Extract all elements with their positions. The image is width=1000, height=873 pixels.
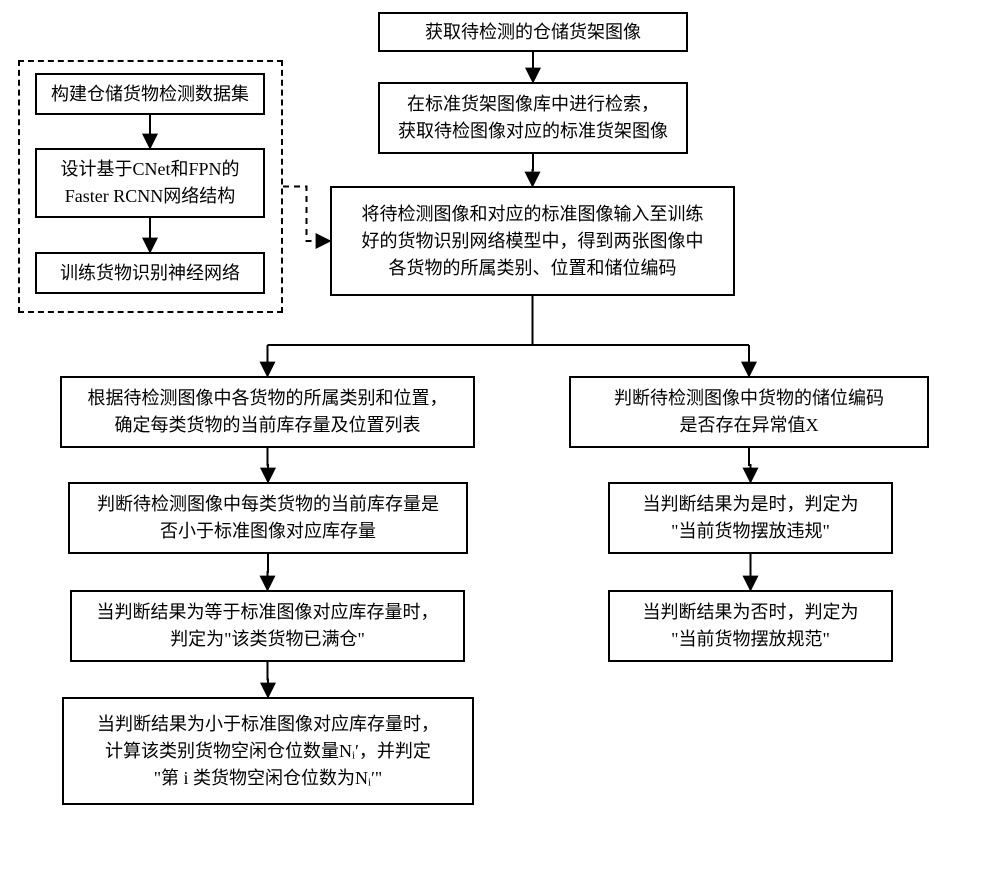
node-top2: 在标准货架图像库中进行检索，获取待检图像对应的标准货架图像: [378, 82, 688, 154]
edge: [283, 187, 330, 242]
node-top3: 将待检测图像和对应的标准图像输入至训练好的货物识别网络模型中，得到两张图像中各货…: [330, 186, 735, 296]
node-left2: 判断待检测图像中每类货物的当前库存量是否小于标准图像对应库存量: [68, 482, 468, 554]
node-side1: 构建仓储货物检测数据集: [35, 73, 265, 115]
edge: [268, 448, 269, 482]
edge: [533, 154, 534, 186]
node-left3: 当判断结果为等于标准图像对应库存量时，判定为"该类货物已满仓": [70, 590, 465, 662]
edge: [749, 448, 751, 482]
node-left1: 根据待检测图像中各货物的所属类别和位置，确定每类货物的当前库存量及位置列表: [60, 376, 475, 448]
edge: [268, 554, 269, 590]
node-side3: 训练货物识别神经网络: [35, 252, 265, 294]
node-right1: 判断待检测图像中货物的储位编码是否存在异常值X: [569, 376, 929, 448]
node-top1: 获取待检测的仓储货架图像: [378, 12, 688, 52]
node-right3: 当判断结果为否时，判定为"当前货物摆放规范": [608, 590, 893, 662]
node-side2: 设计基于CNet和FPN的Faster RCNN网络结构: [35, 148, 265, 218]
edge: [268, 662, 269, 697]
node-right2: 当判断结果为是时，判定为"当前货物摆放违规": [608, 482, 893, 554]
node-left4: 当判断结果为小于标准图像对应库存量时，计算该类别货物空闲仓位数量Nᵢ′，并判定"…: [62, 697, 474, 805]
